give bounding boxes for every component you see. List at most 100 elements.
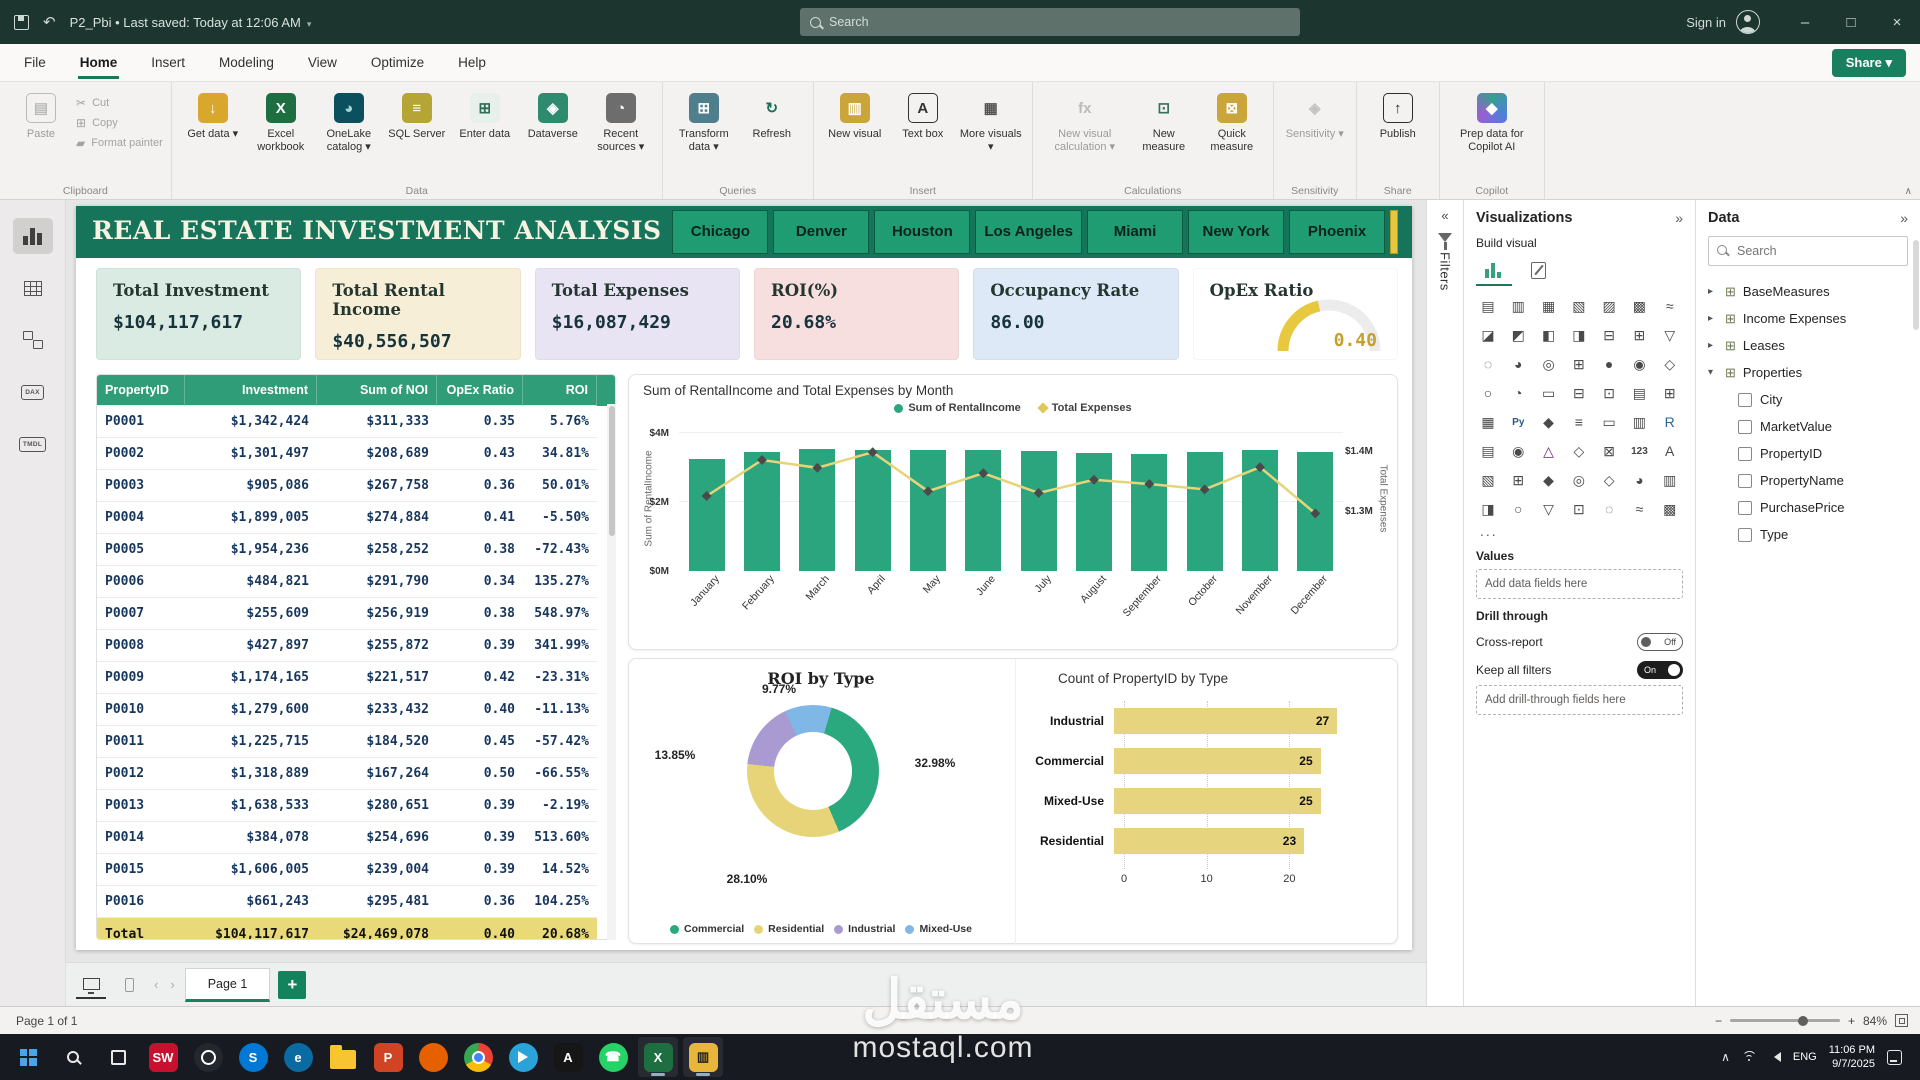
city-button-chicago[interactable]: Chicago [672,210,769,254]
city-button-houston[interactable]: Houston [874,210,971,254]
line-chart-icon[interactable]: ≈ [1665,298,1674,314]
clustered-bar-chart-icon[interactable]: ▦ [1541,297,1556,314]
ribbon-format-painter[interactable]: ▰ Format painter [76,136,163,150]
field-item-propertyname[interactable]: PropertyName [1708,467,1908,494]
table-row[interactable]: P0006 $484,821 $291,790 0.34 135.27% [97,566,615,598]
table-row[interactable]: P0005 $1,954,236 $258,252 0.38 -72.43% [97,534,615,566]
treemap-icon[interactable]: ⊞ [1572,355,1585,372]
minimize-button[interactable]: – [1800,13,1810,31]
100-stacked-column-chart-icon[interactable]: ▩ [1632,297,1647,314]
taskbar-app-edge-browser[interactable]: e [278,1037,318,1077]
undo-icon[interactable]: ↶ [43,14,56,31]
city-button-new-york[interactable]: New York [1188,210,1284,254]
city-button-los-angeles[interactable]: Los Angeles [975,210,1082,254]
report-view-icon[interactable] [12,218,53,254]
table-row[interactable]: P0014 $384,078 $254,696 0.39 513.60% [97,822,615,854]
slicer-icon[interactable]: ▤ [1632,384,1647,401]
column-header-propertyid[interactable]: PropertyID [97,375,185,406]
city-button-miami[interactable]: Miami [1087,210,1183,254]
column-march[interactable] [799,448,836,571]
gauge-icon[interactable]: ◔ [1514,385,1523,401]
chevron-down-icon[interactable]: ▾ [1708,367,1714,378]
model-view-icon[interactable] [13,322,53,358]
previous-page-arrow[interactable]: ‹ [154,977,159,992]
field-checkbox[interactable] [1738,500,1752,515]
text-slicer-icon[interactable]: A [1665,443,1675,459]
start-button[interactable] [8,1037,48,1077]
ribbon-more-visuals[interactable]: ▦ More visuals ▾ [958,88,1024,153]
custom-visual-calendar-icon[interactable]: ⊞ [1512,471,1525,488]
taskbar-app-powerpoint[interactable]: P [368,1037,408,1077]
keep-all-filters-toggle[interactable]: On [1637,661,1683,679]
column-january[interactable] [688,458,725,571]
table-item-leases[interactable]: ▸ ⊞ Leases [1708,332,1908,359]
hidden-icons-chevron[interactable]: ∧ [1721,1050,1730,1064]
custom-visual-bar-icon[interactable]: ▥ [1663,471,1677,488]
taskbar-app-excel[interactable]: X [638,1037,678,1077]
ribbon-new-visual-calculation[interactable]: fx New visual calculation ▾ [1041,88,1129,153]
table-icon[interactable]: ⊞ [1663,384,1676,401]
format-visual-tab[interactable] [1520,256,1556,286]
legend-rental-income[interactable]: Sum of RentalIncome [894,402,1021,414]
field-item-propertyid[interactable]: PropertyID [1708,440,1908,467]
zoom-slider[interactable] [1729,1015,1840,1026]
line-and-stacked-column-chart-icon[interactable]: ◧ [1541,326,1556,343]
legend-total-expenses[interactable]: Total Expenses [1037,402,1132,414]
pie-chart-icon[interactable]: ◕ [1514,356,1523,372]
waterfall-chart-icon[interactable]: ⊞ [1633,326,1646,343]
chevron-right-icon[interactable]: ▸ [1708,313,1714,324]
field-item-city[interactable]: City [1708,386,1908,413]
azure-map-icon[interactable]: ○ [1483,385,1493,401]
column-october[interactable] [1186,451,1223,571]
menu-tab-home[interactable]: Home [77,46,120,79]
collapse-data-panel-icon[interactable]: » [1900,210,1908,226]
menu-tab-optimize[interactable]: Optimize [370,55,425,70]
sign-in-button[interactable]: Sign in [1686,14,1726,30]
city-button-denver[interactable]: Denver [773,210,870,254]
100-stacked-bar-chart-icon[interactable]: ▨ [1602,297,1616,314]
maximize-button[interactable]: □ [1846,13,1856,31]
taskbar-search-button[interactable] [53,1037,93,1077]
paginated-report-icon[interactable]: ▤ [1481,442,1495,459]
ribbon-text-box[interactable]: A Text box [890,88,956,141]
ribbon-onelake-catalog[interactable]: ◕ OneLake catalog ▾ [316,88,382,153]
page-tab[interactable]: Page 1 [184,967,271,1002]
ribbon-excel-workbook[interactable]: X Excel workbook [248,88,314,153]
matrix-icon[interactable]: ▦ [1481,413,1495,430]
ribbon-collapse-icon[interactable]: ∧ [1904,186,1912,197]
custom-visual-gauge-icon[interactable]: ◕ [1635,472,1644,488]
custom-visual-flow-icon[interactable]: ◇ [1603,471,1615,488]
table-row[interactable]: P0010 $1,279,600 $233,432 0.40 -11.13% [97,694,615,726]
shape-map-icon[interactable]: ◇ [1664,355,1676,372]
column-july[interactable] [1020,450,1057,571]
custom-visual-kpi-icon[interactable]: ◆ [1543,471,1554,488]
data-search-input[interactable] [1708,236,1908,266]
ribbon-sensitivity[interactable]: ◈ Sensitivity ▾ [1282,88,1348,141]
ribbon-paste[interactable]: ▤ Paste [8,88,74,141]
language-indicator[interactable]: ENG [1792,1051,1817,1063]
next-page-arrow[interactable]: › [170,977,175,992]
line-and-clustered-column-chart-icon[interactable]: ◨ [1572,326,1586,343]
donut-legend-industrial[interactable]: Industrial [834,923,895,935]
column-august[interactable] [1076,453,1112,571]
table-item-properties[interactable]: ▾ ⊞ Properties [1708,359,1908,386]
donut-legend-residential[interactable]: Residential [754,923,824,935]
filled-map-icon[interactable]: ◉ [1633,355,1646,372]
ribbon-prep-data-for-copilot-ai[interactable]: ◆ Prep data for Copilot AI [1448,88,1536,153]
taskbar-app-chrome-browser[interactable] [458,1037,498,1077]
ribbon-new-measure[interactable]: ⊡ New measure [1131,88,1197,153]
desktop-layout-icon[interactable] [76,971,106,999]
fit-to-page-icon[interactable] [1895,1014,1908,1027]
notification-center-icon[interactable] [1887,1049,1902,1065]
table-row[interactable]: P0003 $905,086 $267,758 0.36 50.01% [97,470,615,502]
ribbon-get-data[interactable]: ↓ Get data ▾ [180,88,246,141]
area-chart-icon[interactable]: ◪ [1481,326,1495,343]
multi-row-card-icon[interactable]: ⊟ [1572,384,1585,401]
qa-visual-icon[interactable]: ▭ [1602,413,1616,430]
table-row[interactable]: P0007 $255,609 $256,919 0.38 548.97% [97,598,615,630]
account-avatar-icon[interactable] [1736,10,1760,34]
field-checkbox[interactable] [1738,419,1752,434]
clustered-column-chart-icon[interactable]: ▧ [1572,297,1586,314]
taskbar-app-obs-studio[interactable] [188,1037,228,1077]
column-april[interactable] [854,450,891,571]
